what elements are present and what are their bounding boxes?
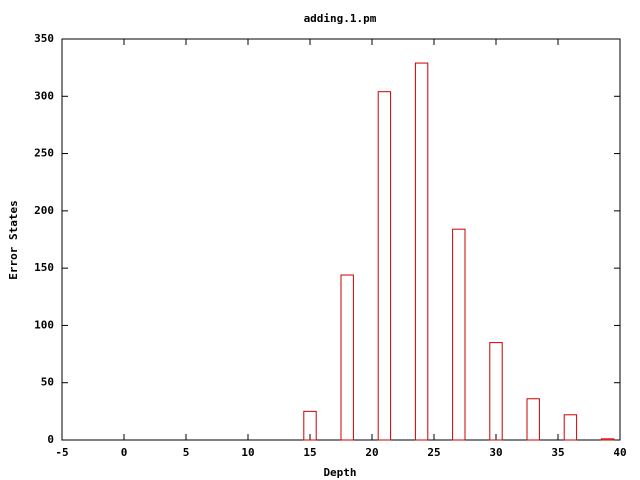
x-tick-label: 25 (427, 446, 440, 459)
bar (303, 410, 317, 441)
x-tick-label: 30 (489, 446, 502, 459)
y-tick-label: 0 (47, 433, 54, 446)
x-tick-label: 10 (241, 446, 254, 459)
x-tick-label: 40 (613, 446, 626, 459)
y-tick-label: 350 (34, 32, 54, 45)
chart-title: adding.1.pm (304, 12, 377, 25)
y-tick-label: 100 (34, 318, 54, 331)
y-tick-label: 150 (34, 261, 54, 274)
bar (489, 342, 503, 441)
bar (563, 414, 578, 441)
bar (340, 274, 354, 441)
y-axis-label: Error States (7, 200, 20, 279)
x-tick-label: -5 (55, 446, 68, 459)
bar (414, 62, 429, 441)
bar (526, 398, 540, 441)
x-tick-label: 5 (183, 446, 190, 459)
x-axis-label: Depth (323, 466, 356, 479)
x-tick-label: 20 (365, 446, 378, 459)
bar (377, 91, 392, 441)
bar (600, 438, 615, 441)
x-tick-label: 35 (551, 446, 564, 459)
y-tick-label: 300 (34, 89, 54, 102)
y-tick-label: 250 (34, 147, 54, 160)
bar (452, 228, 466, 441)
x-tick-label: 15 (303, 446, 316, 459)
y-tick-label: 200 (34, 204, 54, 217)
x-tick-label: 0 (121, 446, 128, 459)
y-tick-label: 50 (41, 376, 54, 389)
